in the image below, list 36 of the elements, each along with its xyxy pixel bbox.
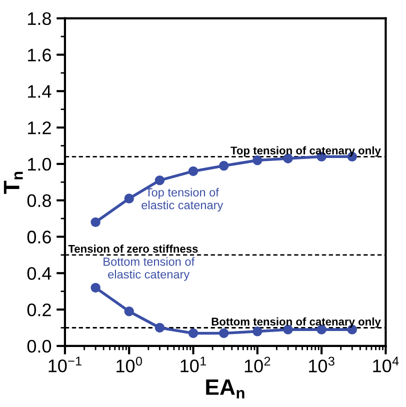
point [252, 326, 262, 336]
x-tick-label: 10$^{3}$ [309, 356, 334, 372]
point [124, 194, 134, 204]
y-tick-label: 1.8 [28, 12, 51, 26]
x-tick-label: 10$^{1}$ [180, 356, 206, 372]
y-tick-label: 0.2 [27, 303, 51, 316]
point [90, 282, 100, 293]
x-tick-label: 10$^{0}$ [116, 356, 142, 372]
y-tick-label: 1.6 [28, 48, 51, 62]
y-tick-label: 1.4 [28, 85, 52, 98]
point [219, 160, 229, 171]
point [124, 306, 134, 316]
y-tick-label: 0.8 [27, 194, 51, 208]
ref-line-label: Top tension of catenary only [230, 146, 381, 157]
y-tick-label: 0.6 [27, 230, 51, 244]
x-tick-label: 10$^{−1}$ [48, 356, 82, 372]
x-axis-title: EA$_{n}$ [206, 380, 244, 398]
x-tick-label: 10$^{4}$ [373, 356, 399, 372]
x-tick-label: 10$^{2}$ [244, 356, 270, 372]
ref-line-label: Tension of zero stiffness [68, 244, 198, 253]
point [154, 175, 165, 186]
point [154, 322, 165, 333]
y-axis-title: T$_{n}$ [4, 172, 23, 194]
series-label: Bottom tension of elastic catenary [104, 257, 195, 281]
y-tick-label: 0.4 [27, 267, 52, 280]
point [252, 155, 262, 166]
point [188, 166, 198, 176]
point [283, 324, 293, 334]
y-tick-label: 1.0 [28, 158, 52, 171]
point [283, 154, 293, 164]
point [219, 328, 229, 338]
y-tick-label: 0.0 [27, 340, 52, 353]
point [90, 217, 100, 228]
y-tick-label: 1.2 [28, 121, 51, 134]
point [188, 328, 198, 338]
ref-line-label: Bottom tension of catenary only [212, 317, 381, 328]
